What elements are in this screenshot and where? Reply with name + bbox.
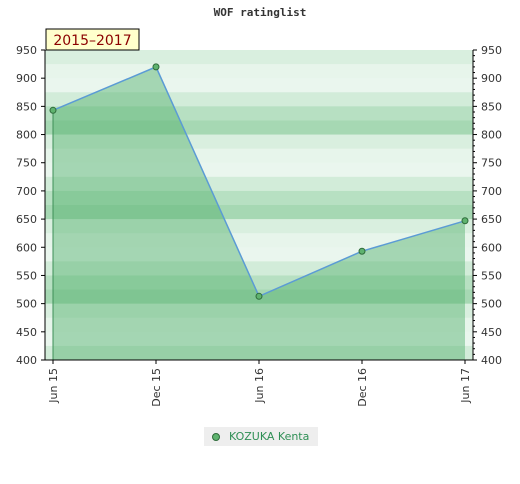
y-tick-label-right: 950 (481, 44, 502, 57)
y-tick-label-right: 600 (481, 241, 502, 254)
y-tick-label-right: 400 (481, 354, 502, 367)
grid-band (45, 106, 473, 121)
grid-band (45, 317, 473, 333)
x-tick-label: Dec 15 (150, 368, 163, 407)
chart-title: WOF ratinglist (213, 6, 307, 19)
y-tick-label-left: 750 (16, 157, 37, 170)
grid-band (45, 233, 473, 248)
grid-band (45, 176, 473, 192)
y-tick-label-right: 900 (481, 72, 502, 85)
legend-label: KOZUKA Kenta (229, 430, 310, 443)
y-tick-label-left: 550 (16, 269, 37, 282)
grid-band (45, 205, 473, 220)
grid-band (45, 261, 473, 276)
grid-band (45, 120, 473, 136)
grid-band (45, 92, 473, 107)
grid-band (45, 78, 473, 93)
y-tick-label-right: 700 (481, 185, 502, 198)
data-point (255, 292, 263, 300)
grid-band (45, 148, 473, 164)
legend-marker-icon (212, 432, 220, 441)
grid-band (45, 219, 473, 234)
x-tick-label: Jun 15 (47, 368, 60, 404)
y-tick-label-left: 800 (16, 129, 37, 142)
legend[interactable]: KOZUKA Kenta (204, 427, 318, 446)
grid-band (45, 190, 473, 206)
y-tick-label-right: 500 (481, 298, 502, 311)
y-tick-label-left: 650 (16, 213, 37, 226)
x-tick-label: Dec 16 (356, 368, 369, 407)
data-point (49, 106, 57, 114)
grid-band (45, 64, 473, 79)
data-point (152, 63, 160, 71)
y-tick-label-right: 650 (481, 213, 502, 226)
y-tick-label-left: 700 (16, 185, 37, 198)
y-tick-label-left: 400 (16, 354, 37, 367)
x-tick-label: Jun 17 (459, 368, 472, 404)
y-tick-label-left: 500 (16, 298, 37, 311)
series-area (53, 66, 465, 360)
grid-band (45, 50, 473, 65)
y-tick-label-left: 600 (16, 241, 37, 254)
y-tick-label-left: 950 (16, 44, 37, 57)
grid-band (45, 162, 473, 178)
data-point (461, 217, 469, 225)
grid-band (45, 247, 473, 262)
grid-band (45, 303, 473, 319)
y-tick-label-right: 750 (481, 157, 502, 170)
period-badge-label: 2015–2017 (53, 33, 131, 49)
y-tick-label-right: 800 (481, 129, 502, 142)
grid-band (45, 345, 473, 361)
grid-band (45, 134, 473, 150)
y-tick-label-right: 550 (481, 269, 502, 282)
x-tick-label: Jun 16 (253, 368, 266, 404)
period-badge (45, 28, 140, 51)
y-tick-label-left: 850 (16, 100, 37, 113)
y-tick-label-left: 450 (16, 326, 37, 339)
grid-band (45, 275, 473, 291)
grid-band (45, 331, 473, 347)
y-tick-label-right: 850 (481, 100, 502, 113)
y-tick-label-right: 450 (481, 326, 502, 339)
data-point (358, 247, 366, 255)
y-tick-label-left: 900 (16, 72, 37, 85)
